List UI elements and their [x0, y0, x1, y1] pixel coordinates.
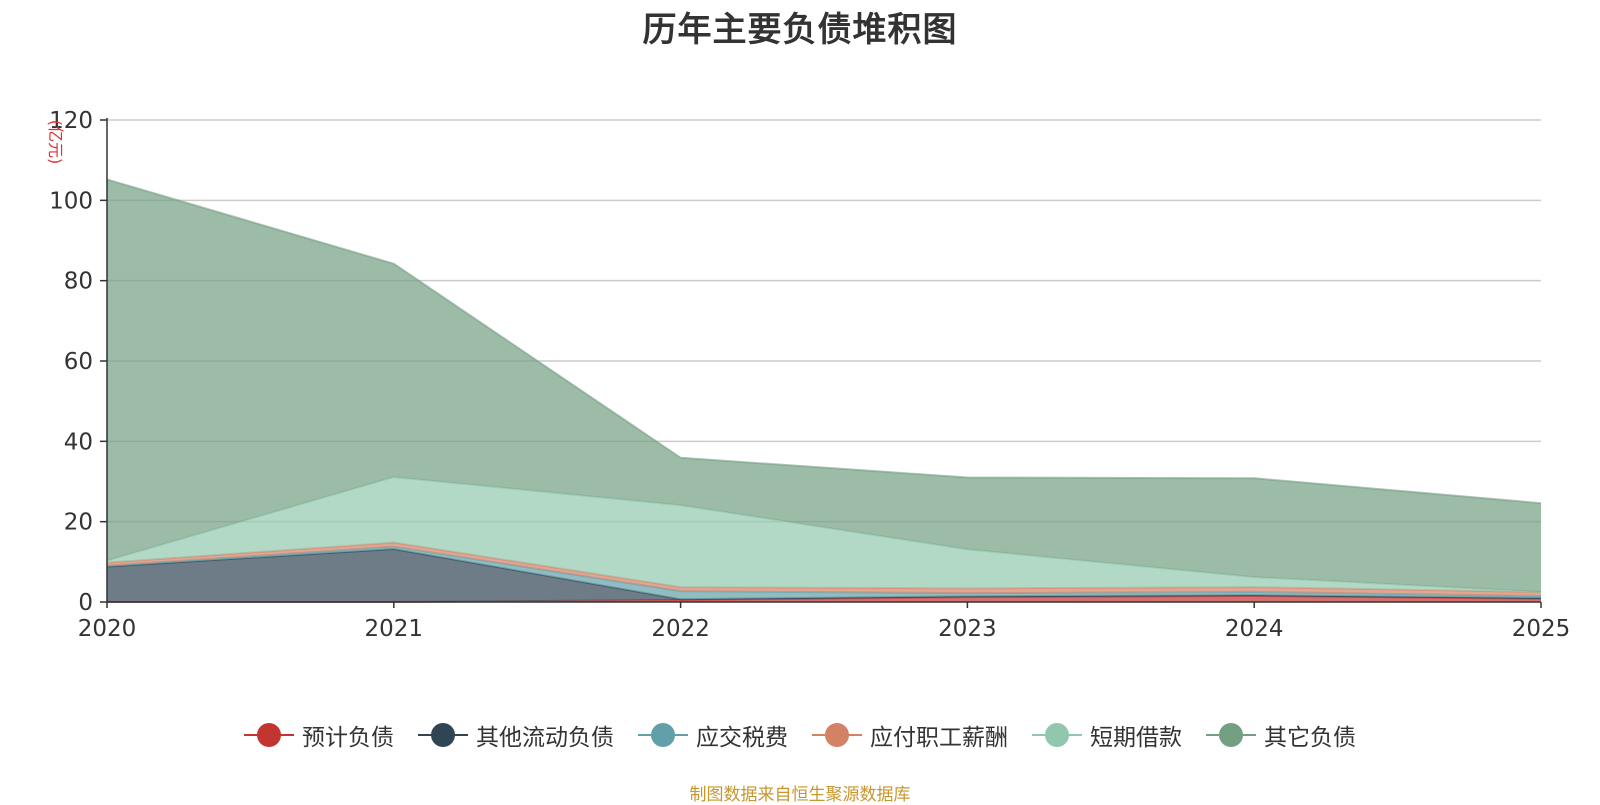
- legend-swatch: [418, 722, 468, 748]
- legend-label: 其它负债: [1264, 725, 1356, 751]
- legend-label: 其他流动负债: [476, 725, 614, 751]
- y-tick-label: 80: [64, 269, 93, 295]
- legend-swatch: [244, 722, 294, 748]
- legend-swatch: [1032, 722, 1082, 748]
- x-tick-label: 2021: [365, 616, 424, 642]
- y-tick-label: 40: [64, 429, 93, 455]
- area-series: [106, 178, 1542, 603]
- source-note: 制图数据来自恒生聚源数据库: [689, 785, 911, 805]
- legend-item[interactable]: 其他流动负债: [418, 718, 614, 752]
- legend-dot: [825, 723, 849, 747]
- legend-swatch: [812, 722, 862, 748]
- legend-label: 应交税费: [696, 725, 788, 751]
- y-tick-label: 20: [64, 510, 93, 536]
- axes: 0 20 40 60 80 100 120 2020 2021 2022 2023 2024 2025: [49, 108, 1570, 642]
- x-tick-label: 2024: [1225, 616, 1284, 642]
- legend-dot: [431, 723, 455, 747]
- legend-label: 预计负债: [302, 725, 394, 751]
- x-tick-label: 2020: [78, 616, 137, 642]
- legend-item[interactable]: 应付职工薪酬: [812, 718, 1008, 752]
- legend-label: 应付职工薪酬: [870, 725, 1008, 751]
- area-series-2: [107, 546, 1541, 600]
- area-series-3: [107, 542, 1541, 596]
- legend-item[interactable]: 应交税费: [638, 718, 788, 752]
- legend-dot: [1045, 723, 1069, 747]
- x-tick-label: 2022: [651, 616, 710, 642]
- legend-dot: [1219, 723, 1243, 747]
- legend-item[interactable]: 其它负债: [1206, 718, 1356, 752]
- legend-item[interactable]: 短期借款: [1032, 718, 1182, 752]
- legend-dot: [651, 723, 675, 747]
- legend-dot: [257, 723, 281, 747]
- legend: 预计负债 其他流动负债 应交税费 应付职工薪酬 短期借款 其它负债: [0, 718, 1600, 752]
- y-tick-label: 60: [64, 349, 93, 375]
- y-axis-unit-label: (亿元): [46, 120, 65, 165]
- legend-item[interactable]: 预计负债: [244, 718, 394, 752]
- y-tick-label: 100: [49, 188, 93, 214]
- x-tick-label: 2023: [938, 616, 997, 642]
- series-line-5: [106, 178, 1542, 505]
- y-tick-label: 0: [78, 590, 93, 616]
- y-tick-label: 120: [49, 108, 93, 134]
- area-series-5: [107, 179, 1541, 592]
- area-series-4: [107, 477, 1541, 592]
- legend-swatch: [638, 722, 688, 748]
- legend-label: 短期借款: [1090, 725, 1182, 751]
- legend-swatch: [1206, 722, 1256, 748]
- x-tick-label: 2025: [1512, 616, 1571, 642]
- chart-title: 历年主要负债堆积图: [642, 10, 958, 50]
